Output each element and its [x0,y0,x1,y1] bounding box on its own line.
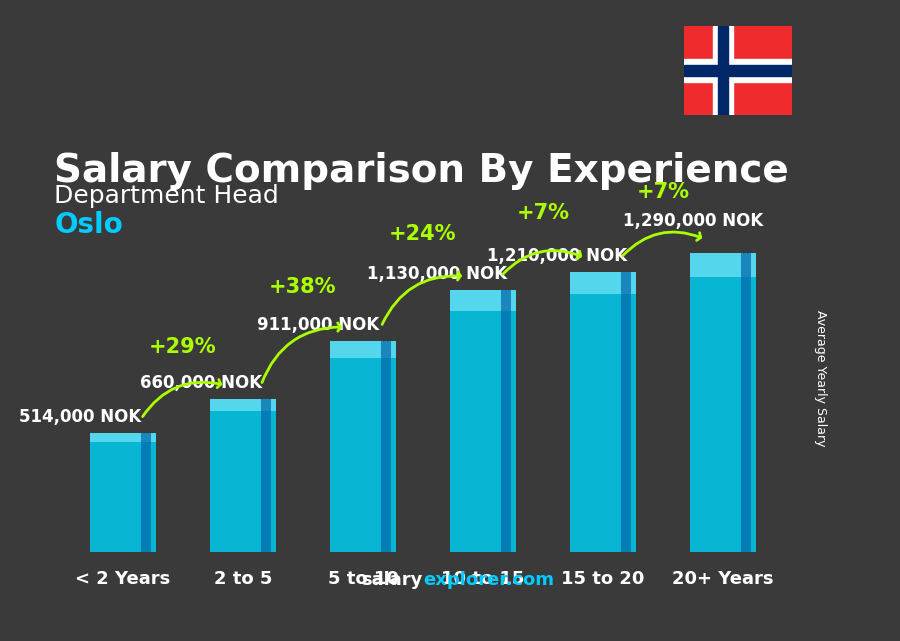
Text: +24%: +24% [389,224,456,244]
Text: Average Yearly Salary: Average Yearly Salary [814,310,827,446]
Bar [718,26,728,115]
Text: Salary Comparison By Experience: Salary Comparison By Experience [54,153,789,190]
Text: 660,000 NOK: 660,000 NOK [140,374,262,392]
Text: 15 to 20: 15 to 20 [562,570,644,588]
Bar [330,341,396,552]
Bar [501,290,511,552]
Text: 1,130,000 NOK: 1,130,000 NOK [367,265,508,283]
Text: 2 to 5: 2 to 5 [214,570,272,588]
Bar [141,433,151,552]
Bar [210,399,276,412]
Text: 1,290,000 NOK: 1,290,000 NOK [623,212,763,230]
Text: Oslo: Oslo [54,212,123,239]
Bar [381,341,391,552]
Bar [570,272,636,552]
Text: +38%: +38% [269,277,337,297]
Bar [689,253,756,277]
Text: +7%: +7% [636,182,689,202]
Bar [450,290,516,552]
Text: 5 to 10: 5 to 10 [328,570,399,588]
Bar [570,272,636,294]
Text: 911,000 NOK: 911,000 NOK [257,316,380,334]
Text: 1,210,000 NOK: 1,210,000 NOK [487,247,627,265]
Text: +7%: +7% [517,203,570,223]
Bar [684,60,792,81]
Text: 20+ Years: 20+ Years [672,570,774,588]
Text: < 2 Years: < 2 Years [76,570,171,588]
Text: 514,000 NOK: 514,000 NOK [19,408,141,426]
Bar [684,65,792,76]
Bar [450,290,516,311]
Bar [689,253,756,552]
Bar [621,272,631,552]
Bar [90,433,156,442]
Bar [741,253,751,552]
Text: 10 to 15: 10 to 15 [441,570,525,588]
Text: salary: salary [362,570,423,588]
Bar [261,399,271,552]
Text: +29%: +29% [149,337,217,357]
Bar [210,399,276,552]
Text: Department Head: Department Head [54,183,279,208]
Text: explorer.com: explorer.com [423,570,554,588]
Bar [330,341,396,358]
Bar [90,433,156,552]
Bar [714,26,734,115]
